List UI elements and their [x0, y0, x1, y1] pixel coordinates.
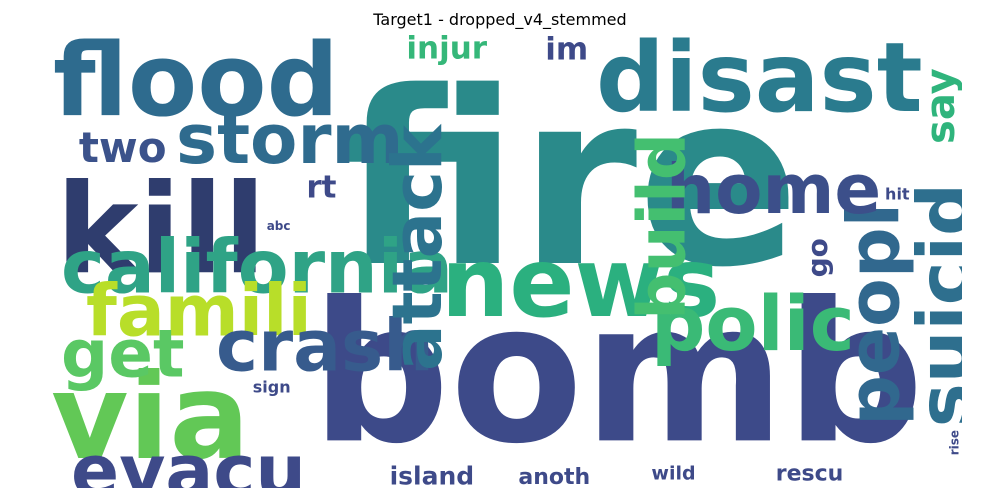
cloud-word: famili [86, 270, 312, 353]
cloud-word: rise [947, 430, 961, 455]
cloud-word: get [61, 315, 185, 392]
cloud-word: polic [651, 279, 855, 368]
cloud-word: home [666, 150, 881, 230]
cloud-word: attack [378, 123, 458, 371]
cloud-word: crash [216, 305, 434, 388]
cloud-word: bomb [311, 260, 924, 486]
cloud-word: peopl [833, 203, 916, 426]
cloud-word: kill [56, 159, 266, 303]
word-cloud: fire bomb kill via flood news disast polic calif… [41, 33, 962, 488]
cloud-word: flood [53, 33, 339, 139]
cloud-word: storm [176, 100, 403, 180]
cloud-word: wild [651, 463, 695, 485]
cloud-word: say [918, 68, 962, 144]
cloud-word: rescu [776, 462, 844, 487]
cloud-word: rt [306, 169, 336, 205]
cloud-word: im [545, 33, 588, 67]
cloud-word: fire [341, 40, 800, 320]
cloud-word: via [51, 349, 250, 487]
cloud-word: island [390, 462, 475, 488]
cloud-word: suicid [902, 183, 962, 427]
cloud-word: build [623, 133, 700, 320]
cloud-word: california [61, 224, 453, 310]
cloud-word: sign [253, 378, 291, 397]
cloud-word: two [79, 123, 167, 172]
cloud-word: abc [267, 219, 291, 233]
cloud-word: anoth [518, 465, 590, 488]
cloud-word: hit [885, 184, 910, 203]
cloud-word: news [441, 227, 720, 339]
cloud-word: evacu [71, 430, 306, 488]
cloud-word: disast [596, 33, 923, 134]
chart-title: Target1 - dropped_v4_stemmed [373, 10, 627, 29]
cloud-word: go [801, 238, 834, 277]
cloud-word: injur [406, 33, 487, 67]
